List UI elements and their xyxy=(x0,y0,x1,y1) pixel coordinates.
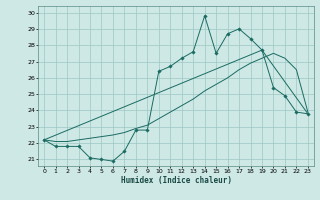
X-axis label: Humidex (Indice chaleur): Humidex (Indice chaleur) xyxy=(121,176,231,185)
